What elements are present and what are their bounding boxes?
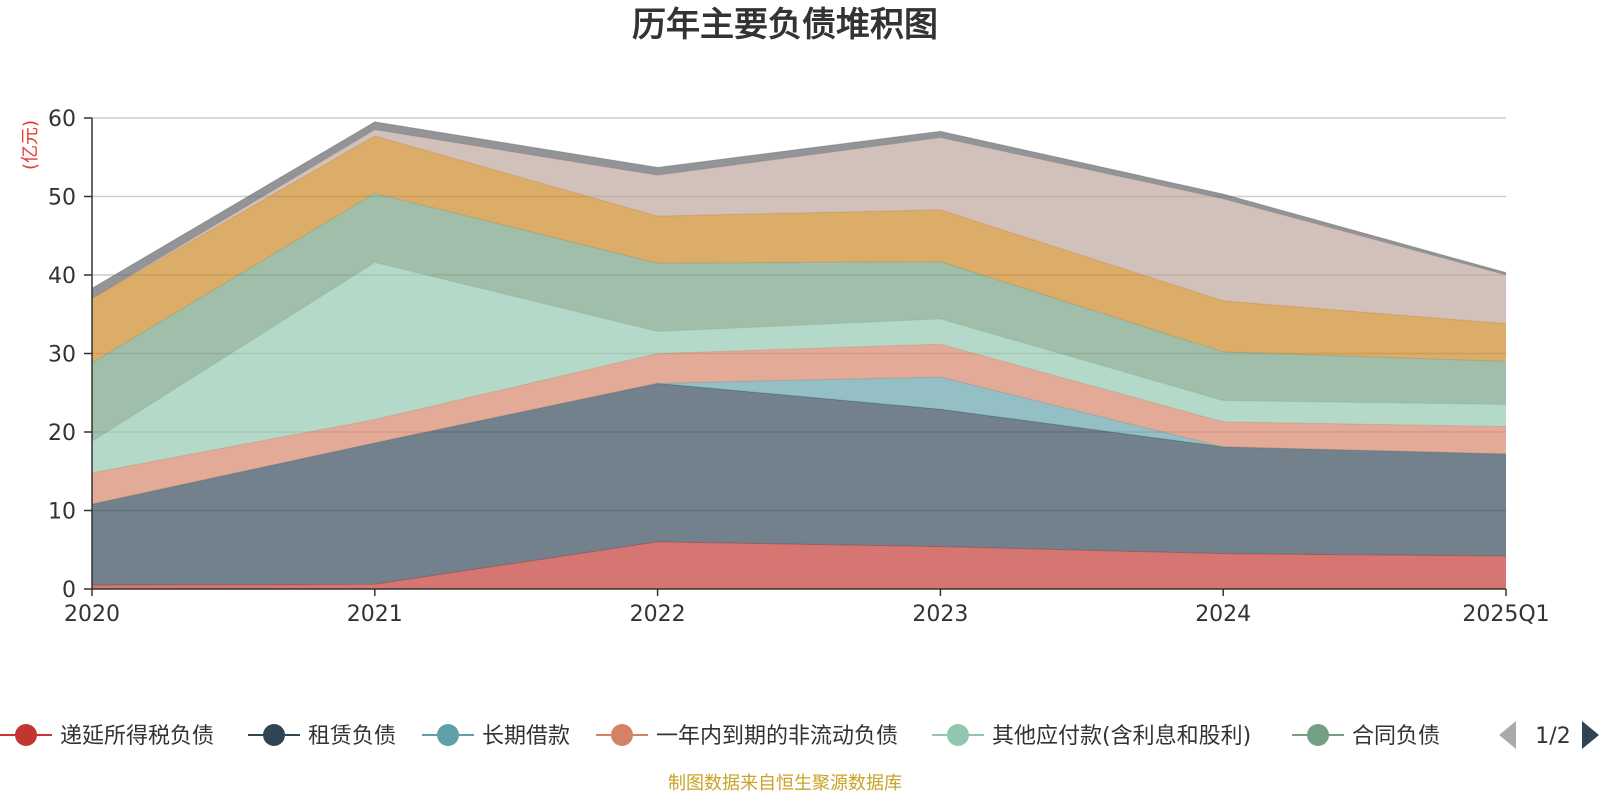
y-tick-label-2: 20 <box>48 421 76 446</box>
area-series-0 <box>92 541 1506 589</box>
x-tick-label-3: 2023 <box>912 602 968 627</box>
legend-prev-page-icon[interactable] <box>1499 721 1516 749</box>
axes: 0 10 20 30 40 50 60 2020 2021 2022 2023 2024 2025Q1 <box>48 107 1550 627</box>
legend-item-5[interactable]: 合同负债 <box>1292 724 1440 749</box>
area-edge-series-8 <box>91 121 1507 289</box>
area-series-3 <box>92 344 1506 505</box>
legend-item-1[interactable]: 租赁负债 <box>248 724 396 749</box>
x-tick-label-2: 2022 <box>630 602 686 627</box>
legend-marker-5 <box>1307 724 1329 746</box>
legend-label-2: 长期借款 <box>482 724 570 749</box>
legend-label-3: 一年内到期的非流动负债 <box>656 724 898 749</box>
legend-item-4[interactable]: 其他应付款(含利息和股利) <box>932 724 1251 749</box>
legend-item-0[interactable]: 递延所得税负债 <box>0 724 214 749</box>
legend-label-0: 递延所得税负债 <box>60 724 214 749</box>
legend: 递延所得税负债 租赁负债 长期借款 一年内到期的非流动负债 其他应付款(含利息和股利) 合… <box>0 721 1599 749</box>
legend-marker-2 <box>437 724 459 746</box>
x-tick-label-0: 2020 <box>64 602 120 627</box>
y-tick-label-3: 30 <box>48 343 76 368</box>
legend-marker-0 <box>15 724 37 746</box>
legend-marker-3 <box>611 724 633 746</box>
source-note: 制图数据来自恒生聚源数据库 <box>668 773 902 794</box>
x-tick-label-5: 2025Q1 <box>1462 602 1549 627</box>
legend-label-1: 租赁负债 <box>308 724 396 749</box>
area-series-1 <box>92 383 1506 586</box>
legend-item-2[interactable]: 长期借款 <box>422 724 570 749</box>
y-tick-label-0: 0 <box>62 578 76 603</box>
area-series-4 <box>92 262 1506 473</box>
legend-page-indicator: 1/2 <box>1535 724 1570 749</box>
x-tick-label-4: 2024 <box>1195 602 1251 627</box>
legend-marker-4 <box>947 724 969 746</box>
y-axis-unit-label: (亿元) <box>20 120 41 170</box>
legend-next-page-icon[interactable] <box>1582 721 1599 749</box>
y-tick-label-6: 60 <box>48 107 76 132</box>
x-tick-label-1: 2021 <box>347 602 403 627</box>
y-tick-label-4: 40 <box>48 264 76 289</box>
y-tick-label-1: 10 <box>48 500 76 525</box>
legend-marker-1 <box>263 724 285 746</box>
area-series-5 <box>92 193 1506 442</box>
legend-item-3[interactable]: 一年内到期的非流动负债 <box>596 724 898 749</box>
chart-title: 历年主要负债堆积图 <box>632 5 938 45</box>
legend-label-5: 合同负债 <box>1352 724 1440 749</box>
area-series-7 <box>92 129 1506 324</box>
legend-label-4: 其他应付款(含利息和股利) <box>992 724 1251 749</box>
area-series-6 <box>92 136 1506 363</box>
stacked-areas <box>91 121 1507 589</box>
y-tick-label-5: 50 <box>48 186 76 211</box>
